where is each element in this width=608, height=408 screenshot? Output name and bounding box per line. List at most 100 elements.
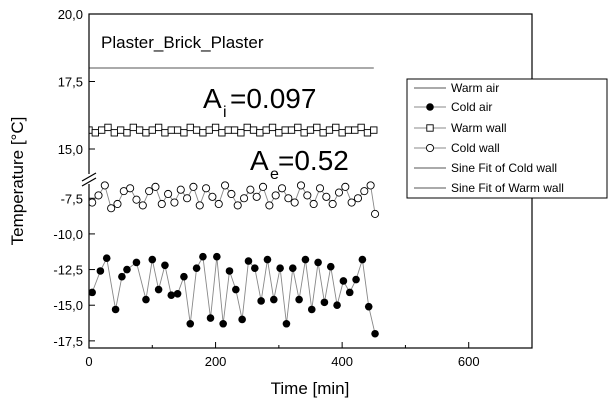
data-point [135, 126, 144, 134]
annotation-ae: A e =0.52 [250, 145, 349, 183]
data-point [339, 277, 348, 285]
data-point [192, 264, 201, 272]
data-point [98, 126, 106, 134]
data-point [326, 262, 335, 271]
data-point [230, 126, 239, 134]
data-point [164, 189, 173, 199]
data-point [303, 191, 312, 200]
data-point [238, 315, 246, 324]
data-point [307, 305, 316, 314]
data-point [246, 185, 255, 194]
data-point [126, 184, 135, 193]
data-point [89, 288, 96, 297]
legend-box [406, 78, 608, 199]
data-point [213, 252, 221, 261]
data-point [334, 188, 344, 197]
data-point [104, 123, 112, 132]
data-point [319, 129, 327, 137]
data-point [176, 185, 185, 194]
data-point [277, 184, 287, 193]
data-point [192, 126, 201, 134]
data-point [206, 314, 215, 322]
annotation-ae-value: =0.52 [278, 145, 349, 176]
data-point [96, 267, 105, 275]
y-tick-label: -17,5 [53, 334, 83, 349]
data-point [138, 201, 147, 210]
data-point [113, 199, 122, 209]
legend-marker [426, 103, 434, 111]
data-point [224, 126, 232, 134]
data-point [161, 129, 169, 137]
data-point [170, 198, 179, 207]
data-point [202, 184, 211, 193]
data-point [276, 264, 284, 272]
data-point [205, 126, 213, 134]
data-point [313, 123, 321, 132]
data-point [214, 199, 223, 209]
data-point [148, 126, 156, 134]
data-point [100, 181, 109, 190]
legend-label-sine-fit-cold-wall: Sine Fit of Cold wall [451, 161, 557, 175]
data-point [186, 123, 194, 132]
x-tick-label: 400 [331, 354, 353, 369]
data-point [257, 297, 265, 305]
data-point [341, 182, 350, 191]
data-point [151, 182, 160, 191]
annotation-ae-main: A [250, 145, 269, 176]
annotation-ai-main: A [203, 83, 222, 114]
data-point [296, 181, 306, 190]
data-point [145, 187, 154, 196]
data-point [111, 305, 120, 314]
y-tick-label: -15,0 [53, 298, 83, 313]
data-point [199, 252, 207, 261]
data-point [295, 295, 303, 304]
data-point [148, 255, 157, 264]
data-point [244, 257, 253, 265]
annotation-ae-sub: e [270, 166, 279, 183]
data-point [186, 319, 195, 328]
data-point [116, 126, 125, 134]
data-point [258, 182, 268, 191]
data-point [195, 201, 204, 210]
data-point [351, 126, 359, 134]
data-point [338, 129, 346, 137]
data-point [233, 201, 242, 210]
y-tick-label: -10,0 [53, 227, 83, 242]
axis-ticks: 0 200 400 600 15,0 17,5 20,0 -7,5 -10,0 -12,5 -15,… [53, 7, 479, 369]
data-point [167, 126, 175, 134]
data-point [123, 265, 131, 274]
data-point [142, 129, 150, 137]
x-axis-title: Time [min] [271, 379, 350, 398]
data-point [167, 291, 176, 300]
data-point [332, 123, 340, 132]
data-point [363, 129, 372, 137]
y-tick-label: 20,0 [58, 7, 83, 22]
legend: Warm air Cold air Warm wall Cold wall Si… [406, 78, 608, 199]
data-point [300, 129, 308, 137]
data-point [91, 129, 99, 137]
legend-label-warm-air: Warm air [451, 81, 499, 95]
legend-label-warm-wall: Warm wall [451, 121, 507, 135]
data-point [173, 126, 182, 134]
data-point [180, 272, 188, 281]
data-point [211, 123, 220, 132]
data-point [183, 194, 192, 203]
data-point [371, 329, 379, 338]
data-point [102, 254, 111, 262]
data-point [353, 194, 363, 203]
data-point [132, 258, 141, 267]
data-point [243, 123, 251, 132]
y-tick-label: 15,0 [58, 142, 83, 157]
data-point [118, 272, 126, 281]
data-point [287, 126, 296, 134]
data-point [294, 123, 302, 132]
data-point [352, 275, 360, 284]
legend-marker [426, 124, 434, 132]
data-point [360, 187, 369, 196]
data-point [284, 194, 293, 203]
data-point [123, 129, 131, 137]
y-axis-title: Temperature [°C] [8, 117, 27, 246]
data-point [333, 301, 341, 310]
data-point [225, 267, 234, 275]
